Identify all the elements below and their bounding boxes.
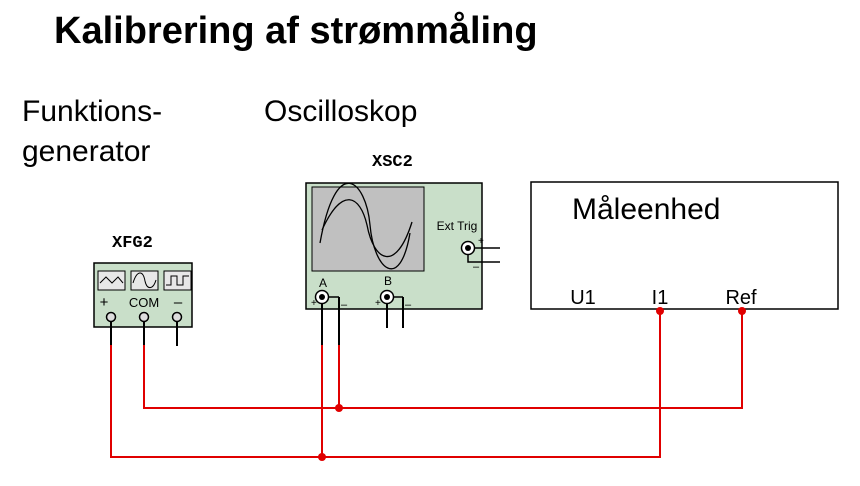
channel-a-minus-label: – <box>341 299 348 311</box>
wiring <box>110 297 746 461</box>
channel-b-minus-label: – <box>405 299 412 311</box>
fg-com-label: COM <box>129 295 159 310</box>
channel-a-plus-label: + <box>311 298 317 309</box>
waveform-square-icon <box>163 270 192 291</box>
terminal-ref-dot[interactable] <box>738 307 746 315</box>
terminal-u1-label: U1 <box>570 287 596 309</box>
channel-b-connector-center <box>384 294 390 300</box>
terminal-i1-dot[interactable] <box>656 307 664 315</box>
oscilloscope-heading: Oscilloskop <box>264 95 418 128</box>
waveform-sine-icon <box>130 270 159 291</box>
wire-generator-to-i1 <box>110 311 661 458</box>
ext-trig-minus-label: – <box>473 261 480 273</box>
oscilloscope: Ext Trig + – A + – B + – <box>305 182 500 328</box>
terminal-ref-label: Ref <box>725 287 757 309</box>
ext-trig-leads <box>467 247 500 263</box>
function-generator-refdes: XFG2 <box>112 234 153 253</box>
fg-minus-terminal[interactable] <box>171 311 183 323</box>
trace-b <box>321 199 413 258</box>
oscilloscope-refdes: XSC2 <box>372 153 413 172</box>
channel-a-connector-center <box>319 294 325 300</box>
channel-b-plus-label: + <box>375 298 381 309</box>
measurement-unit: Måleenhed U1 I1 Ref <box>530 181 839 310</box>
function-generator-heading-line2: generator <box>22 135 151 168</box>
ext-trig-label: Ext Trig <box>437 219 478 233</box>
waveform-triangle-icon <box>97 270 126 291</box>
fg-plus-terminal[interactable] <box>105 311 117 323</box>
measurement-unit-body <box>530 181 839 310</box>
channel-b-leads <box>386 297 404 328</box>
function-generator-heading: Funktions- generator <box>22 92 162 172</box>
wire-com-to-ref <box>143 311 743 409</box>
fg-minus-label: – <box>174 294 183 311</box>
channel-a-label: A <box>319 276 327 290</box>
fg-plus-label: + <box>100 294 109 311</box>
function-generator: + COM – <box>93 262 193 346</box>
channel-b-label: B <box>384 274 392 288</box>
function-generator-heading-line1: Funktions- <box>22 95 163 128</box>
junction-dot-signal <box>318 453 326 461</box>
terminal-i1-label: I1 <box>652 287 669 309</box>
fg-com-terminal[interactable] <box>138 311 150 323</box>
ext-trig-connector-center <box>465 245 471 251</box>
trace-a <box>319 182 411 270</box>
junction-dot-ground <box>335 404 343 412</box>
ext-trig-plus-label: + <box>478 236 484 247</box>
measurement-unit-title: Måleenhed <box>572 193 720 226</box>
slide-title: Kalibrering af strømmåling <box>54 10 538 52</box>
